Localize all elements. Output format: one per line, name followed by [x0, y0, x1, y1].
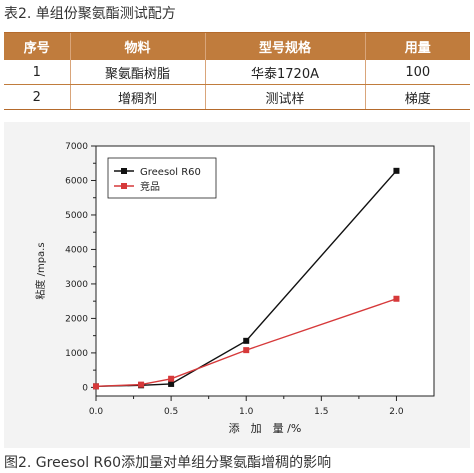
y-tick-label: 1000 — [65, 349, 88, 359]
series-2-point — [93, 383, 99, 390]
y-tick-label: 0 — [82, 383, 88, 393]
series-2-point — [243, 347, 250, 354]
x-axis-label: 添 加 量 /% — [229, 421, 302, 435]
chart-panel: 0.0 0.5 1.0 1.5 2.0 0 1000 2000 3000 4000 5000 6000… — [4, 122, 470, 448]
series-2-point — [168, 375, 175, 382]
table-header-row: 序号 物料 型号规格 用量 — [4, 32, 470, 60]
header-model-spec: 型号规格 — [204, 32, 365, 60]
figure-caption: 图2. Greesol R60添加量对单组分聚氨酯增稠的影响 — [4, 455, 332, 471]
cell-dosage: 梯度 — [364, 84, 470, 110]
legend-marker — [121, 168, 127, 174]
y-axis-label: 粘度 /mpa.s — [34, 242, 47, 299]
y-tick-label: 3000 — [65, 280, 88, 290]
x-tick-label: 0.5 — [164, 407, 178, 417]
legend-box — [107, 157, 217, 199]
header-material: 物料 — [69, 32, 205, 60]
legend-label: 竞品 — [140, 180, 160, 193]
legend-label: Greesol R60 — [140, 167, 201, 178]
x-tick-label: 1.0 — [239, 407, 254, 417]
formula-table: 序号 物料 型号规格 用量 1 聚氨酯树脂 华泰1720A 100 2 增稠剂 … — [4, 32, 470, 110]
table-row: 1 聚氨酯树脂 华泰1720A 100 — [4, 60, 470, 85]
legend-marker — [121, 183, 127, 189]
x-tick-label: 1.5 — [314, 407, 328, 417]
series-1-point — [168, 380, 175, 387]
cell-index: 2 — [4, 84, 70, 110]
y-tick-label: 4000 — [65, 245, 88, 255]
table-row: 2 增稠剂 测试样 梯度 — [4, 84, 470, 110]
y-tick-label: 7000 — [65, 142, 88, 152]
viscosity-chart: 0.0 0.5 1.0 1.5 2.0 0 1000 2000 3000 4000 5000 6000… — [34, 142, 435, 435]
table-caption: 表2. 单组份聚氨酯测试配方 — [4, 6, 176, 22]
series-2-point — [138, 381, 145, 388]
cell-material: 增稠剂 — [69, 84, 205, 110]
x-tick-label: 2.0 — [389, 407, 404, 417]
cell-model-spec: 华泰1720A — [204, 60, 365, 85]
header-index: 序号 — [4, 32, 70, 60]
series-1-point — [393, 167, 400, 174]
x-tick-label: 0.0 — [89, 407, 104, 417]
y-tick-label: 2000 — [65, 314, 88, 324]
cell-material: 聚氨酯树脂 — [69, 60, 205, 85]
y-tick-label: 6000 — [65, 176, 88, 186]
y-tick-label: 5000 — [65, 211, 88, 221]
series-1-point — [243, 337, 250, 344]
cell-index: 1 — [4, 60, 70, 85]
cell-model-spec: 测试样 — [204, 84, 365, 110]
header-dosage: 用量 — [364, 32, 470, 60]
cell-dosage: 100 — [364, 60, 470, 85]
series-2-point — [393, 295, 400, 302]
